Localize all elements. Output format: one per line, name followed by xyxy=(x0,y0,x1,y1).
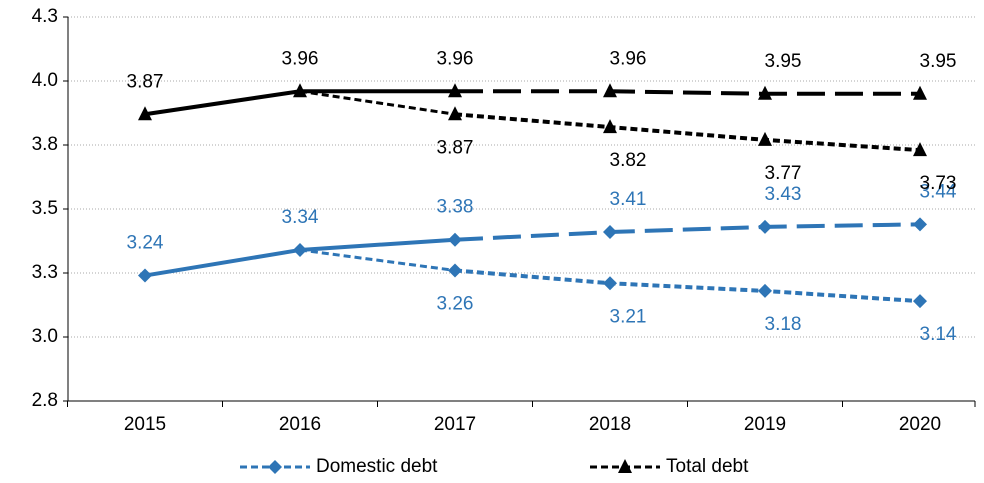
y-tick-label: 3.0 xyxy=(32,326,58,347)
x-tick-label: 2020 xyxy=(899,414,941,435)
data-label: 3.96 xyxy=(610,48,647,69)
marker xyxy=(448,106,462,121)
data-label: 3.38 xyxy=(437,197,474,218)
data-label: 3.96 xyxy=(282,48,319,69)
data-label: 3.95 xyxy=(920,51,957,72)
y-tick-label: 4.3 xyxy=(32,6,58,27)
data-label: 3.73 xyxy=(920,173,957,194)
line-dashed xyxy=(454,222,921,242)
data-label: 3.24 xyxy=(127,233,164,254)
data-label: 3.77 xyxy=(765,163,802,184)
marker xyxy=(618,459,632,473)
data-label: 3.26 xyxy=(437,293,474,314)
data-label: 3.44 xyxy=(920,181,957,202)
x-tick-label: 2016 xyxy=(279,414,321,435)
marker xyxy=(138,268,152,283)
data-label: 3.43 xyxy=(765,184,802,205)
y-tick-label: 4.0 xyxy=(32,70,58,91)
line-dashed xyxy=(455,89,920,96)
marker xyxy=(603,225,617,240)
marker xyxy=(758,131,772,146)
data-label: 3.87 xyxy=(127,71,164,92)
marker xyxy=(293,83,307,98)
data-label: 3.18 xyxy=(765,314,802,335)
marker xyxy=(448,83,462,98)
line-dashed xyxy=(454,268,921,304)
connector xyxy=(299,248,456,272)
legend-label: Domestic debt xyxy=(316,456,438,477)
marker xyxy=(448,263,462,278)
marker xyxy=(448,232,462,247)
marker xyxy=(603,119,617,134)
marker xyxy=(913,294,927,309)
marker xyxy=(913,217,927,232)
data-label: 3.82 xyxy=(610,150,647,171)
y-tick-label: 3.3 xyxy=(32,262,58,283)
data-label: 3.96 xyxy=(437,48,474,69)
marker xyxy=(293,242,307,257)
marker xyxy=(913,142,927,157)
marker xyxy=(758,283,772,298)
y-tick-label: 3.5 xyxy=(32,198,58,219)
x-tick-label: 2019 xyxy=(744,414,786,435)
marker xyxy=(603,276,617,291)
data-label: 3.34 xyxy=(282,207,319,228)
line-dashed xyxy=(454,112,921,153)
data-label: 3.95 xyxy=(765,51,802,72)
data-label: 3.41 xyxy=(610,189,647,210)
data-label: 3.21 xyxy=(610,306,647,327)
y-tick-label: 3.8 xyxy=(32,134,58,155)
marker xyxy=(268,460,282,474)
marker xyxy=(138,106,152,121)
connector xyxy=(299,89,456,116)
marker xyxy=(758,219,772,234)
y-tick-label: 2.8 xyxy=(32,390,58,411)
x-tick-label: 2018 xyxy=(589,414,631,435)
data-label: 3.87 xyxy=(437,137,474,158)
data-label: 3.14 xyxy=(920,324,957,345)
marker xyxy=(913,85,927,100)
x-tick-label: 2015 xyxy=(124,414,166,435)
marker xyxy=(758,85,772,100)
x-tick-label: 2017 xyxy=(434,414,476,435)
legend-label: Total debt xyxy=(666,456,749,477)
marker xyxy=(603,83,617,98)
